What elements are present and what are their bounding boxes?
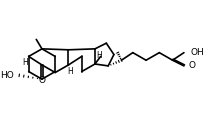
Text: H: H [22, 58, 28, 67]
Text: O: O [38, 76, 45, 85]
Text: H: H [68, 67, 73, 76]
Text: H: H [96, 51, 102, 60]
Text: OH: OH [191, 48, 204, 57]
Text: O: O [189, 61, 196, 70]
Text: HO: HO [0, 71, 14, 80]
